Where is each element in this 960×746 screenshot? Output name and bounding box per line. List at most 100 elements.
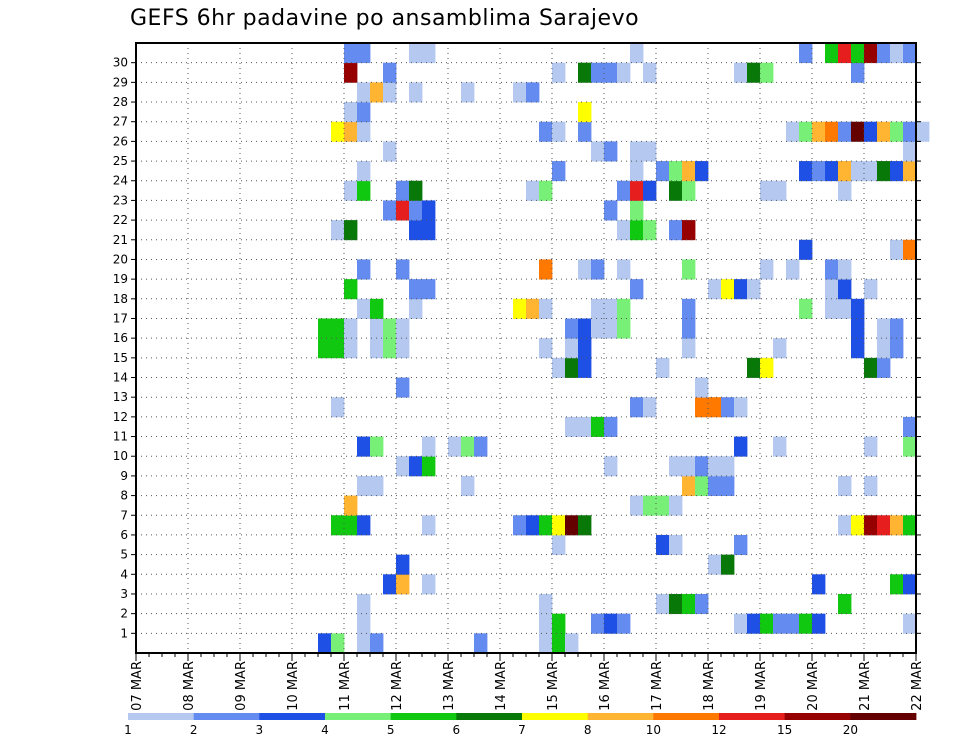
y-tick-label: 18	[113, 292, 128, 306]
precip-cell	[539, 515, 553, 536]
precip-cell	[903, 121, 917, 142]
precip-cell	[851, 338, 865, 359]
precip-cell	[578, 259, 592, 280]
precip-cell	[903, 613, 917, 634]
precip-cell	[864, 161, 878, 182]
precip-cell	[357, 633, 371, 654]
precip-cell	[331, 515, 345, 536]
precip-cell	[604, 416, 618, 437]
precip-cell	[331, 397, 345, 418]
precip-cell	[799, 298, 813, 319]
precip-cell	[526, 82, 540, 103]
precip-cell	[890, 121, 904, 142]
y-tick-label: 9	[120, 469, 128, 483]
precip-cell	[344, 338, 358, 359]
precip-cell	[656, 495, 670, 516]
precip-cell	[695, 593, 709, 615]
precip-cell	[422, 574, 436, 595]
precip-cell	[539, 259, 553, 280]
precip-cell	[734, 613, 748, 634]
y-tick-label: 26	[113, 134, 128, 148]
precip-cell	[552, 633, 566, 654]
precip-cell	[344, 62, 358, 83]
precip-cell	[682, 338, 696, 359]
legend-label: 15	[777, 723, 792, 737]
precip-cell	[409, 456, 423, 477]
x-tick-label: 08 MAR	[182, 661, 197, 711]
precip-cell	[448, 436, 462, 457]
legend-swatch	[587, 713, 654, 720]
precip-cell	[422, 436, 436, 457]
legend-swatch	[128, 713, 195, 720]
y-tick-label: 1	[120, 626, 128, 640]
precip-cell	[656, 534, 670, 556]
precip-cell	[916, 121, 930, 142]
precip-cell	[461, 82, 475, 103]
precip-cell	[799, 613, 813, 634]
precip-cell	[630, 200, 644, 221]
precip-cell	[331, 318, 345, 339]
precip-cell	[344, 515, 358, 536]
precip-cell	[370, 318, 384, 339]
precip-cell	[630, 43, 644, 64]
precip-cell	[851, 515, 865, 536]
precip-cell	[799, 239, 813, 260]
precip-cell	[682, 298, 696, 319]
precip-cell	[370, 475, 384, 496]
precip-cell	[344, 495, 358, 516]
precip-cell	[825, 279, 839, 300]
precip-cell	[591, 416, 605, 437]
precip-cell	[838, 475, 852, 496]
precip-cell	[344, 279, 358, 300]
precip-cell	[630, 397, 644, 418]
precip-cell	[409, 82, 423, 103]
precip-cell	[357, 515, 371, 536]
legend-label: 4	[321, 723, 329, 737]
precip-cell	[539, 593, 553, 615]
precip-cell	[760, 62, 774, 83]
precip-cell	[552, 613, 566, 634]
precip-cell	[591, 62, 605, 83]
precip-cell	[396, 377, 410, 398]
precip-cell	[461, 436, 475, 457]
precip-cell	[656, 161, 670, 182]
precip-cell	[786, 121, 800, 142]
precip-cell	[422, 279, 436, 300]
y-tick-label: 22	[113, 213, 128, 227]
precip-cell	[370, 633, 384, 654]
precip-cell	[370, 338, 384, 359]
legend-label: 6	[453, 723, 461, 737]
precip-cell	[864, 475, 878, 496]
precip-cell	[578, 102, 592, 123]
legend-label: 2	[190, 723, 198, 737]
precip-cell	[422, 456, 436, 477]
x-tick-label: 14 MAR	[494, 661, 509, 711]
precip-cell	[682, 180, 696, 201]
precip-cell	[604, 318, 618, 339]
y-tick-label: 24	[113, 174, 128, 188]
precip-cell	[617, 318, 631, 339]
precip-cell	[708, 475, 722, 496]
precip-cell	[838, 43, 852, 64]
precip-cell	[383, 318, 397, 339]
precip-cell	[552, 357, 566, 378]
precip-cell	[474, 633, 488, 654]
precip-cell	[539, 633, 553, 654]
precip-cell	[513, 82, 527, 103]
precip-cell	[838, 279, 852, 300]
precip-cell	[370, 298, 384, 319]
precip-cell	[513, 298, 527, 319]
precip-cell	[812, 574, 826, 595]
precip-cell	[526, 180, 540, 201]
precip-cell	[318, 633, 332, 654]
legend-swatch	[390, 713, 457, 720]
precip-cell	[903, 239, 917, 260]
precip-cell	[695, 475, 709, 496]
precip-cell	[838, 515, 852, 536]
precip-cell	[357, 121, 371, 142]
y-tick-label: 30	[113, 56, 128, 70]
legend-label: 1	[124, 723, 132, 737]
precip-cell	[877, 338, 891, 359]
precip-cell	[669, 161, 683, 182]
precip-cell	[604, 613, 618, 634]
